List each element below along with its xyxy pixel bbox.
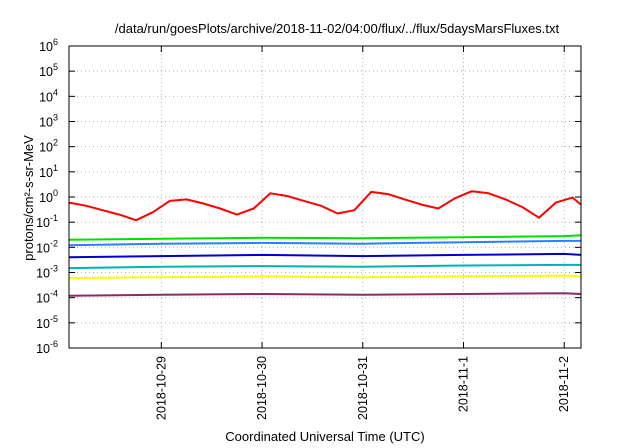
grid — [69, 46, 581, 348]
y-tick-label: 10-3 — [36, 264, 58, 281]
y-tick-label: 100 — [39, 188, 58, 205]
series-line-4 — [68, 252, 582, 259]
chart-title: /data/run/goesPlots/archive/2018-11-02/0… — [115, 21, 560, 36]
x-tick-label: 2018-11-2 — [557, 356, 571, 412]
y-tick-label: 104 — [39, 87, 58, 104]
x-tick-label: 2018-10-30 — [255, 356, 269, 420]
y-tick-label: 10-5 — [36, 314, 58, 331]
y-tick-label: 10-6 — [36, 339, 58, 356]
series-line-1 — [68, 190, 582, 222]
series-line-3 — [68, 239, 581, 247]
series-line-5 — [68, 263, 581, 270]
x-axis-label: Coordinated Universal Time (UTC) — [225, 429, 424, 444]
x-tick-label: 2018-10-29 — [154, 356, 168, 420]
x-tick-label: 2018-11-1 — [456, 356, 470, 412]
x-tick-label: 2018-10-31 — [356, 356, 370, 420]
series-layer — [68, 190, 582, 297]
y-tick-label: 106 — [39, 37, 58, 54]
y-axis-label: protons/cm²-s-sr-MeV — [21, 135, 36, 261]
y-tick-label: 103 — [39, 113, 58, 130]
series-line-7 — [68, 292, 582, 297]
y-tick-label: 105 — [39, 62, 58, 79]
series-line-2 — [68, 234, 582, 241]
y-tick-label: 10-4 — [36, 289, 58, 306]
ticks: 10-6 10-5 10-4 10-3 10-2 10-1 100 101 102 103 104 1… — [36, 37, 581, 420]
y-tick-label: 102 — [39, 138, 58, 155]
y-tick-label: 10-2 — [36, 238, 58, 255]
y-tick-label: 101 — [39, 163, 58, 180]
series-line-6 — [68, 274, 582, 280]
y-tick-label: 10-1 — [36, 213, 58, 230]
